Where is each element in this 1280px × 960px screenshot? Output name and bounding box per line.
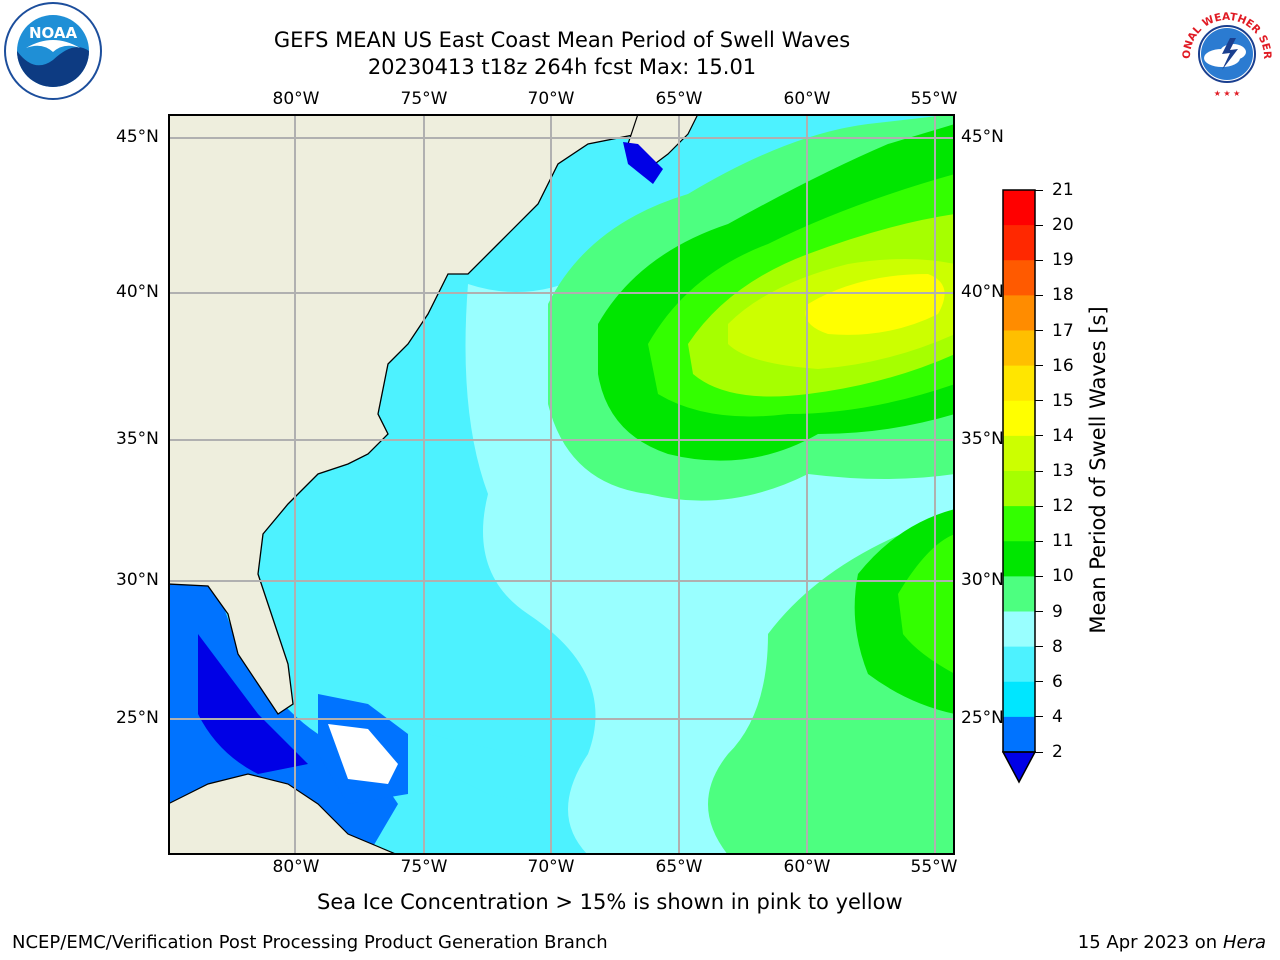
colorbar — [1001, 188, 1037, 784]
band-11-12-south — [898, 534, 954, 674]
colorbar-tick-mark — [1035, 646, 1043, 648]
lat-label-left: 45°N — [116, 127, 159, 147]
machine-name: Hera — [1222, 932, 1266, 953]
lon-label-top: 80°W — [272, 89, 320, 109]
colorbar-tick-mark — [1035, 435, 1043, 437]
colorbar-tick-label: 14 — [1052, 425, 1074, 446]
colorbar-tick-label: 2 — [1052, 742, 1063, 762]
swell-period-map — [168, 114, 955, 855]
branch-credit: NCEP/EMC/Verification Post Processing Pr… — [12, 932, 608, 953]
colorbar-tick-label: 12 — [1052, 496, 1074, 517]
colorbar-segment — [1003, 471, 1035, 507]
colorbar-segment — [1003, 400, 1035, 437]
colorbar-tick-label: 8 — [1052, 636, 1063, 657]
colorbar-tick-mark — [1035, 365, 1043, 367]
us-east-coast-land — [169, 115, 658, 715]
map-frame — [168, 114, 955, 855]
lon-label-bottom: 60°W — [783, 857, 831, 877]
colorbar-tick-label: 11 — [1052, 531, 1074, 552]
chart-subtitle: 20230413 t18z 264h fcst Max: 15.01 — [367, 55, 757, 79]
lon-label-top: 55°W — [910, 89, 958, 109]
bahamas-shelf — [428, 734, 558, 804]
lat-label-right: 30°N — [961, 570, 1004, 590]
nws-logo: NATIONAL WEATHER SERVICE ★ ★ ★ — [1174, 0, 1276, 100]
colorbar-tick-mark — [1035, 400, 1043, 402]
colorbar-tick-mark — [1035, 330, 1043, 331]
colorbar-tick-label: 16 — [1052, 355, 1074, 376]
map-grid — [169, 115, 954, 854]
band-14-15 — [805, 274, 945, 335]
colorbar-tick-label: 18 — [1052, 285, 1074, 306]
lon-label-bottom: 80°W — [272, 857, 320, 877]
colorbar-tick-label: 6 — [1052, 671, 1063, 692]
lon-label-bottom: 55°W — [910, 857, 958, 877]
colorbar-segment — [1003, 225, 1035, 261]
colorbar-tick-mark — [1035, 189, 1043, 191]
colorbar-tick-mark — [1035, 470, 1043, 472]
colorbar-label: Mean Period of Swell Waves [s] — [1086, 306, 1110, 634]
colorbar-tick-mark — [1035, 716, 1043, 718]
chart-title: GEFS MEAN US East Coast Mean Period of S… — [273, 28, 851, 52]
colorbar-tick-mark — [1035, 294, 1043, 296]
colorbar-tick-label: 15 — [1052, 390, 1074, 411]
colorbar-tick-label: 19 — [1052, 250, 1074, 271]
lat-label-right: 45°N — [961, 127, 1004, 147]
lat-label-left: 30°N — [116, 570, 159, 590]
colorbar-segment — [1003, 330, 1035, 367]
lat-label-left: 40°N — [116, 282, 159, 302]
lon-label-top: 70°W — [527, 89, 575, 109]
colorbar-tick-label: 20 — [1052, 215, 1074, 236]
colorbar-segment — [1003, 716, 1035, 753]
colorbar-segment — [1003, 365, 1035, 402]
colorbar-extend-triangle — [1001, 751, 1037, 784]
lat-label-left: 25°N — [116, 708, 159, 728]
colorbar-tick-mark — [1035, 575, 1043, 577]
colorbar-tick-label: 10 — [1052, 566, 1074, 587]
svg-text:★ ★ ★: ★ ★ ★ — [1214, 89, 1241, 98]
lat-label-right: 35°N — [961, 429, 1004, 449]
lon-label-top: 60°W — [783, 89, 831, 109]
colorbar-segment — [1003, 576, 1035, 612]
lat-label-left: 35°N — [116, 429, 159, 449]
colorbar-tick-mark — [1035, 224, 1043, 226]
cuba-land — [169, 773, 398, 854]
noaa-logo: NOAA — [4, 2, 102, 100]
lon-label-bottom: 75°W — [400, 857, 448, 877]
lon-label-top: 75°W — [400, 89, 448, 109]
lon-label-bottom: 70°W — [527, 857, 575, 877]
gulf-band-0-2 — [198, 634, 308, 774]
bahamas-banks — [328, 724, 398, 784]
noaa-logo-text: NOAA — [29, 24, 78, 42]
colorbar-tick-label: 13 — [1052, 461, 1074, 481]
bay-of-fundy — [623, 142, 663, 184]
colorbar-tick-label: 9 — [1052, 601, 1063, 622]
lon-label-bottom: 65°W — [655, 857, 703, 877]
date-text: 15 Apr 2023 on — [1077, 932, 1223, 953]
colorbar-tick-mark — [1035, 681, 1043, 683]
colorbar-segment — [1003, 506, 1035, 542]
colorbar-tick-mark — [1035, 540, 1043, 542]
colorbar-tick-mark — [1035, 505, 1043, 507]
map-panel — [168, 114, 955, 855]
colorbar-segment — [1003, 611, 1035, 648]
colorbar-svg — [1001, 189, 1037, 784]
colorbar-segment — [1003, 260, 1035, 296]
colorbar-tick-mark — [1035, 611, 1043, 612]
colorbar-tick-label: 4 — [1052, 706, 1063, 727]
sea-ice-note: Sea Ice Concentration > 15% is shown in … — [317, 890, 903, 914]
colorbar-tick-mark — [1035, 259, 1043, 261]
lat-label-right: 40°N — [961, 282, 1004, 302]
lat-label-right: 25°N — [961, 708, 1004, 728]
colorbar-segment — [1003, 435, 1035, 472]
colorbar-tick-label: 17 — [1052, 320, 1074, 341]
colorbar-segment — [1003, 190, 1035, 226]
colorbar-tick-label: 21 — [1052, 180, 1074, 200]
lon-label-top: 65°W — [655, 89, 703, 109]
colorbar-segment — [1003, 681, 1035, 718]
colorbar-tick-mark — [1035, 751, 1043, 753]
colorbar-segment — [1003, 646, 1035, 683]
colorbar-segment — [1003, 295, 1035, 331]
generation-date: 15 Apr 2023 on Hera — [1078, 932, 1266, 953]
colorbar-segment — [1003, 541, 1035, 577]
